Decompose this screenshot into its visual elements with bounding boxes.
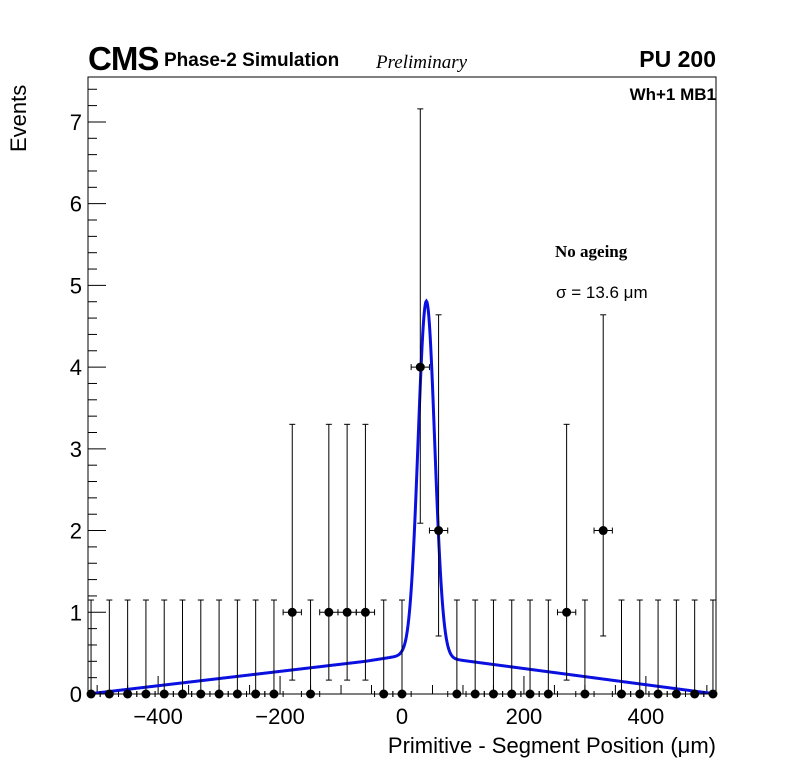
data-marker [507,689,517,699]
data-marker [671,689,681,699]
data-point [447,599,467,699]
data-marker [123,689,133,699]
x-tick-label: −200 [255,704,305,729]
x-tick-label: 400 [628,704,665,729]
y-tick-label: 4 [70,355,82,380]
data-point [520,599,540,699]
data-marker [196,689,206,699]
data-point [703,599,718,699]
experiment-label: CMS [88,40,159,77]
data-marker [653,689,663,699]
data-point [99,599,119,699]
data-marker [178,689,188,699]
data-point [502,599,522,699]
data-marker [342,607,352,617]
data-marker [159,689,169,699]
data-marker [324,607,334,617]
data-point [374,599,394,699]
data-point [209,599,229,699]
data-point [575,599,595,699]
y-tick-label: 0 [70,682,82,707]
ageing-annotation: No ageing [555,242,628,261]
data-point [117,599,138,699]
data-marker [635,689,645,699]
data-marker [269,689,279,699]
y-axis-title: Events [6,84,31,152]
data-marker [708,689,718,699]
data-point [282,423,302,681]
data-marker [104,689,114,699]
data-points-layer [86,108,718,699]
data-marker [598,526,608,536]
y-tick-label: 5 [70,273,82,298]
data-marker [141,689,151,699]
data-point [465,599,485,699]
data-marker [452,689,462,699]
x-tick-label: 200 [506,704,543,729]
data-point [337,423,357,681]
data-marker [580,689,590,699]
data-marker [415,362,425,372]
data-marker [470,689,480,699]
data-point [593,314,613,637]
y-tick-label: 7 [70,110,82,135]
y-tick-label: 2 [70,519,82,544]
data-point [538,599,558,699]
data-marker [287,607,297,617]
data-point [172,599,193,699]
y-tick-label: 3 [70,437,82,462]
x-tick-label: −400 [133,704,183,729]
data-point [630,599,650,699]
data-marker [434,526,444,536]
data-point [355,423,376,681]
data-point [483,599,504,699]
data-point [556,423,577,681]
data-point [685,599,705,699]
data-point [246,599,266,699]
pileup-label: PU 200 [639,46,716,72]
simulation-label: Phase-2 Simulation [164,50,340,71]
data-point [136,599,156,699]
data-marker [360,607,370,617]
data-point [648,599,668,699]
data-point [86,599,101,699]
data-point [300,599,321,699]
data-marker [251,689,261,699]
data-marker [232,689,242,699]
data-marker [690,689,700,699]
data-point [191,599,211,699]
tick-labels: −400 −200 0 200 400 0 1 2 3 4 5 6 7 [70,110,664,729]
data-point [264,599,284,699]
data-point [392,599,412,699]
station-label: Wh+1 MB1 [629,85,716,104]
y-tick-label: 1 [70,600,82,625]
data-point [227,599,248,699]
data-marker [86,689,96,699]
data-marker [306,689,316,699]
data-point [666,599,687,699]
y-tick-label: 6 [70,192,82,217]
data-marker [488,689,498,699]
data-point [319,423,339,681]
x-axis-title: Primitive - Segment Position (μm) [387,733,716,758]
data-marker [616,689,626,699]
data-marker [397,689,407,699]
data-point [410,108,430,524]
data-marker [562,607,572,617]
data-marker [379,689,389,699]
sigma-annotation: σ = 13.6 μm [556,283,648,302]
data-marker [214,689,224,699]
data-point [428,314,449,637]
data-marker [525,689,535,699]
data-marker [543,689,553,699]
x-tick-label: 0 [396,704,408,729]
status-label: Preliminary [376,52,468,73]
